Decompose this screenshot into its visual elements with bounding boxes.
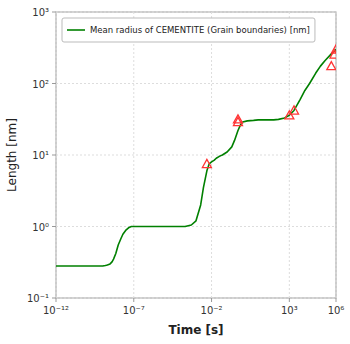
tick-label: 10⁶ bbox=[328, 305, 345, 316]
marker bbox=[332, 45, 337, 53]
line bbox=[56, 49, 336, 266]
tick-label: 10³ bbox=[281, 305, 298, 316]
legend: Mean radius of CEMENTITE (Grain boundari… bbox=[62, 18, 315, 42]
tick bbox=[52, 226, 56, 227]
tick bbox=[289, 298, 290, 302]
grid-line bbox=[211, 12, 212, 298]
tick-label: 10⁻¹ bbox=[27, 293, 49, 304]
grid-line bbox=[56, 83, 336, 84]
x-axis-label: Time [s] bbox=[168, 323, 223, 337]
tick-label: 10² bbox=[32, 79, 49, 90]
grid-line bbox=[56, 298, 336, 299]
tick-label: 10¹ bbox=[32, 150, 49, 161]
legend-swatch bbox=[67, 29, 85, 31]
grid-line bbox=[56, 12, 336, 13]
axes: 10⁻¹² 10⁻⁷ 10⁻² 10³ 10⁶ 10⁻¹ 10⁰ 10¹ 10² 10³ bbox=[27, 7, 344, 316]
legend-box bbox=[62, 18, 315, 42]
tick bbox=[52, 12, 56, 13]
tick bbox=[52, 155, 56, 156]
tick bbox=[211, 298, 212, 302]
tick bbox=[52, 298, 56, 299]
tick bbox=[52, 83, 56, 84]
grid-line bbox=[56, 226, 336, 227]
legend-label: Mean radius of CEMENTITE (Grain boundari… bbox=[90, 25, 310, 35]
tick bbox=[133, 298, 134, 302]
tick-label: 10⁰ bbox=[32, 222, 49, 233]
tick-label: 10⁻² bbox=[201, 305, 223, 316]
marker bbox=[285, 111, 294, 119]
grid bbox=[56, 12, 336, 298]
tick bbox=[56, 298, 57, 302]
y-axis-label: Length [nm] bbox=[5, 118, 19, 192]
marker bbox=[327, 62, 336, 70]
marker bbox=[202, 159, 211, 167]
tick-label: 10⁻⁷ bbox=[123, 305, 145, 316]
marker bbox=[233, 115, 242, 123]
grid-line bbox=[56, 155, 336, 156]
chart: 10⁻¹² 10⁻⁷ 10⁻² 10³ 10⁶ 10⁻¹ 10⁰ 10¹ 10² 10³ Time … bbox=[0, 0, 350, 344]
plot-frame bbox=[56, 12, 336, 298]
tick-label: 10⁻¹² bbox=[43, 305, 69, 316]
tick-label: 10³ bbox=[32, 7, 49, 18]
marker bbox=[290, 106, 299, 114]
data bbox=[56, 45, 336, 266]
tick bbox=[336, 298, 337, 302]
